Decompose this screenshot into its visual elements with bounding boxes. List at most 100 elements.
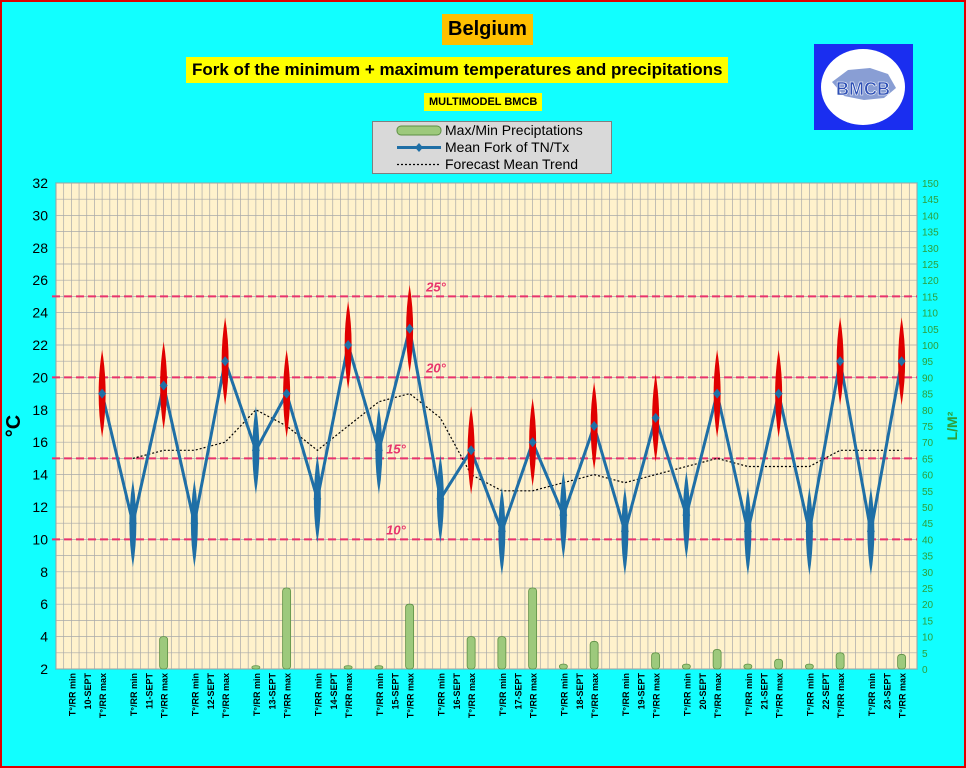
y-right-tick-label: 105 [922,325,939,336]
mean-point-marker [559,510,568,521]
precip-bar [897,654,907,670]
x-tick-label: T°/RR max [529,673,539,718]
y-tick-label: 26 [32,272,48,288]
y-right-tick-label: 50 [922,503,934,514]
x-tick-label: 12-SEPT [206,672,216,709]
mean-point-marker [620,526,629,537]
x-tick-label: 15-SEPT [390,672,400,709]
x-tick-label: T°/RR max [221,673,231,718]
precip-bar [466,636,476,670]
precip-bar [282,587,292,670]
x-tick-label: T°/RR min [744,673,754,716]
y-right-tick-label: 30 [922,568,934,579]
precip-bar [159,636,169,670]
precip-bar [835,652,845,670]
x-tick-label: T°/RR max [775,673,785,718]
mean-point-marker [682,510,691,521]
y-right-tick-label: 145 [922,195,939,206]
x-tick-label: 23-SEPT [882,672,892,709]
mean-point-marker [743,526,752,537]
x-tick-label: 17-SEPT [513,672,523,709]
precip-bar [405,603,415,670]
y-right-tick-label: 55 [922,487,934,498]
y-right-tick-label: 0 [922,665,928,676]
y-tick-label: 8 [40,564,48,580]
mean-point-marker [836,356,845,367]
y-right-tick-label: 100 [922,341,939,352]
x-tick-label: 18-SEPT [575,672,585,709]
legend-item-mean: Mean Fork of TN/Tx [373,139,611,156]
mean-point-marker [590,421,599,431]
mean-point-marker [651,412,660,423]
x-tick-label: 20-SEPT [698,672,708,709]
y-right-tick-label: 75 [922,422,934,433]
chart-subtitle: Fork of the minimum + maximum temperatur… [186,57,729,83]
trend-line-swatch-icon [397,163,441,166]
y-tick-label: 20 [32,369,48,385]
mean-point-marker [436,493,445,504]
legend-item-precip: Max/Min Preciptations [373,122,611,139]
y-right-tick-label: 25 [922,584,934,595]
y-tick-label: 4 [40,629,48,645]
precip-bar [681,663,691,670]
y-right-tick-label: 5 [922,649,928,660]
mean-point-marker [282,388,291,399]
mean-point-marker [313,493,322,504]
x-tick-label: T°/RR max [713,673,723,718]
y-right-tick-label: 125 [922,260,939,271]
mean-point-marker [713,388,722,399]
x-tick-label: T°/RR min [252,673,262,716]
precip-bar [251,665,261,670]
mean-point-marker [528,437,537,448]
precip-bar [651,652,661,670]
x-tick-label: T°/RR min [313,673,323,716]
model-label: MULTIMODEL BMCB [424,93,543,111]
bmcb-logo: BMCB [814,44,913,130]
x-tick-label: T°/RR max [898,673,908,718]
y-tick-label: 18 [32,402,48,418]
x-tick-label: T°/RR max [98,673,108,718]
reference-line-label: 10° [386,522,406,537]
y-right-tick-label: 45 [922,519,934,530]
y-tick-label: 12 [32,499,48,515]
y-right-tick-label: 35 [922,552,934,563]
y-right-tick-label: 80 [922,406,934,417]
y-right-tick-label: 110 [922,309,938,320]
precip-bar [743,663,753,670]
y-right-tick-label: 90 [922,373,934,384]
precip-bar [528,587,538,670]
x-tick-label: T°/RR max [283,673,293,718]
x-tick-label: 10-SEPT [83,672,93,709]
y-right-tick-label: 115 [922,292,938,303]
x-tick-label: T°/RR min [682,673,692,716]
x-tick-label: T°/RR min [436,673,446,716]
legend-label-trend: Forecast Mean Trend [445,156,579,172]
legend-item-trend: Forecast Mean Trend [373,156,611,173]
x-tick-label: T°/RR min [867,673,877,716]
mean-point-marker [251,445,260,456]
x-tick-label: 21-SEPT [759,672,769,709]
reference-line-label: 20° [425,360,446,375]
precip-swatch-icon [396,125,442,136]
legend-label-precip: Max/Min Preciptations [445,122,583,138]
logo-icon: BMCB [821,49,905,125]
reference-line-label: 15° [386,441,406,456]
y-right-tick-label: 150 [922,179,939,190]
x-tick-label: T°/RR max [406,673,416,718]
x-tick-label: T°/RR min [498,673,508,716]
mean-point-marker [497,526,506,537]
y-right-tick-label: 40 [922,535,934,546]
y-tick-label: 24 [32,305,48,321]
y-tick-label: 10 [32,531,48,547]
y-tick-label: 6 [40,596,48,612]
y-right-tick-label: 10 [922,633,934,644]
x-tick-label: 16-SEPT [452,672,462,709]
mean-point-marker [374,445,383,456]
x-tick-label: T°/RR max [344,673,354,718]
x-tick-label: T°/RR max [467,673,477,718]
x-tick-label: T°/RR min [67,673,77,716]
x-tick-label: T°/RR min [375,673,385,716]
mean-point-marker [405,323,414,334]
mean-point-marker [897,356,906,367]
mean-point-marker [805,526,814,537]
